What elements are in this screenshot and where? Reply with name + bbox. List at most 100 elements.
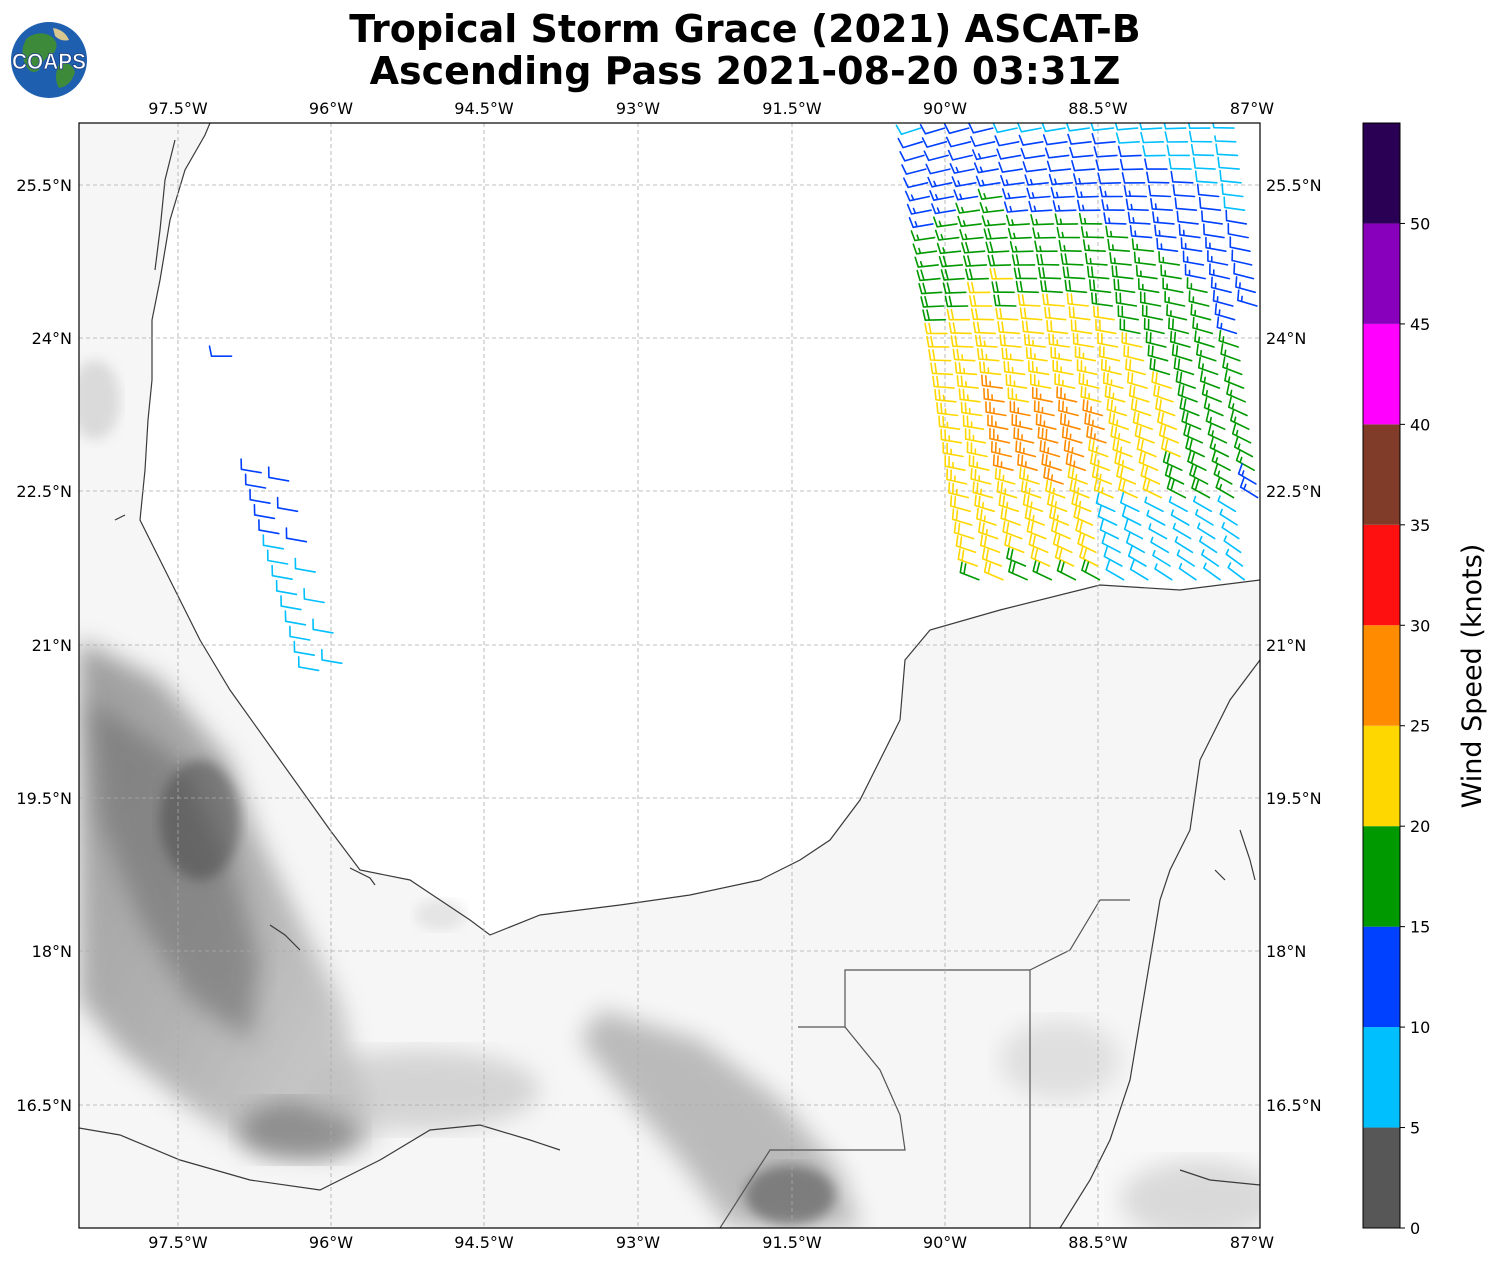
lat-tick-label: 24°N [32,329,72,348]
wind-barb [1028,533,1049,554]
wind-barb [1209,263,1231,280]
lon-tick-label: 97.5°W [148,1233,208,1252]
wind-barb [1048,333,1071,348]
colorbar-tick-label: 25 [1410,717,1430,736]
colorbar-tick-label: 10 [1410,1018,1430,1037]
wind-barb [1158,251,1181,266]
wind-barb [1166,144,1190,157]
wind-barb [1136,438,1157,458]
wind-barb [994,135,1020,147]
wind-barb [1019,307,1043,321]
wind-barb [895,124,922,136]
wind-barb [1006,547,1027,567]
wind-barb [1176,210,1199,225]
wind-barb [1063,439,1085,458]
wind-barb [1160,437,1181,458]
wind-barb [1130,398,1152,417]
wind-barb [1002,520,1023,540]
wind-barb [1224,369,1245,389]
wind-barb [1091,465,1112,485]
wind-barb [1001,347,1024,362]
wind-barb [938,415,961,430]
wind-barb [944,123,970,135]
wind-barb [1233,436,1254,458]
wind-barb [1024,174,1049,186]
wind-barb [1233,262,1255,280]
wind-barb [262,534,284,550]
wind-barb [1105,225,1129,239]
wind-barb [992,454,1014,471]
lon-tick-label: 96°W [309,99,353,118]
wind-barb [1215,143,1239,157]
wind-barb [977,348,1000,362]
lat-tick-label: 25.5°N [1266,176,1322,195]
colorbar-bin [1363,424,1400,525]
wind-barb [312,618,334,634]
wind-barb [1132,411,1154,430]
wind-barb [955,535,977,554]
wind-barb [1031,386,1054,403]
wind-barb [948,481,970,499]
wind-barb [1026,187,1051,199]
wind-barb [1199,535,1218,554]
wind-barb [1123,185,1148,198]
wind-barb [1125,198,1149,211]
wind-barb [1034,240,1058,253]
wind-barb [1178,223,1201,239]
wind-barb [1024,507,1045,526]
wind-barb [1093,146,1118,158]
wind-barb [1103,212,1127,225]
wind-barb [1129,558,1149,581]
colorbar-tick-label: 20 [1410,817,1430,836]
wind-barb [940,269,965,281]
wind-barb [912,243,938,255]
wind-barb [1013,427,1035,444]
wind-barb [1068,306,1091,321]
wind-barb [1099,519,1120,540]
wind-barb [1117,145,1142,158]
wind-barb [1011,413,1033,430]
wind-barb [1095,492,1116,513]
wind-barb [1149,357,1171,376]
wind-barb [962,414,985,430]
wind-barb [985,241,1010,254]
wind-barb [267,466,290,482]
lon-labels-top: 97.5°W 96°W 94.5°W 93°W 91.5°W 90°W 88.5… [148,99,1274,118]
wind-barbs [208,123,1259,672]
wind-barb [946,308,971,321]
wind-barb [1119,158,1144,171]
wind-barb [321,648,343,665]
wind-barb [1148,523,1168,540]
wind-barb [1175,370,1196,389]
wind-barb [978,521,999,540]
wind-barb [906,203,932,215]
wind-barb [1164,290,1186,307]
wind-barb [1080,226,1105,239]
wind-barb [1216,316,1238,335]
wind-barb [956,375,979,389]
wind-barb [968,123,994,134]
wind-barb [1017,294,1041,307]
lon-tick-label: 94.5°W [454,99,514,118]
wind-barb [1127,545,1147,567]
wind-barb [998,161,1023,173]
wind-barb [1082,239,1106,252]
wind-barb [1223,535,1242,554]
wind-barb [1153,384,1174,403]
wind-barb [920,296,945,308]
wind-barb [934,388,957,403]
lat-labels-left: 25.5°N 24°N 22.5°N 21°N 19.5°N 18°N 16.5… [16,176,72,1115]
wind-barb [1223,196,1246,211]
wind-barb [1139,123,1163,131]
wind-barb [987,254,1012,267]
wind-barb [1219,169,1242,184]
lat-tick-label: 25.5°N [16,176,72,195]
wind-barb [303,588,325,604]
wind-barb [985,401,1007,417]
colorbar-bin [1363,223,1400,324]
wind-barb [1170,170,1194,184]
wind-barb [951,508,973,526]
wind-barb [1044,147,1070,159]
wind-barb [930,362,954,376]
